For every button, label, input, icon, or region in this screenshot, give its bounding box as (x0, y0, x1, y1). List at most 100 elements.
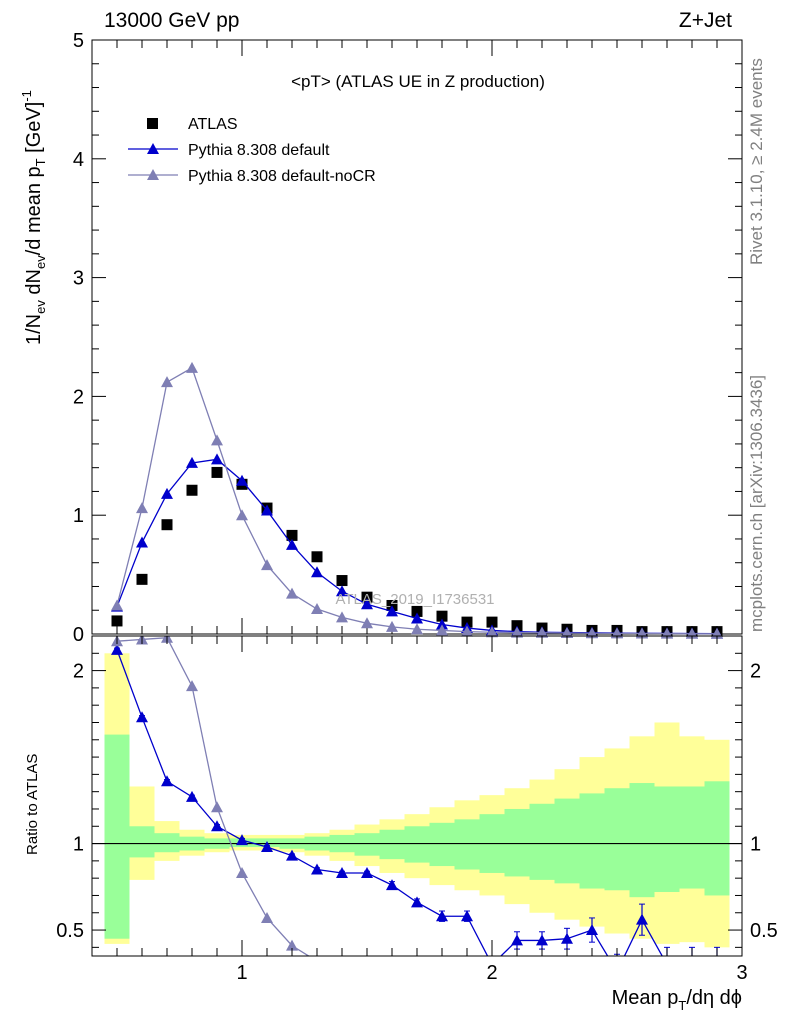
x-tick-label: 3 (736, 962, 747, 984)
legend: ATLAS Pythia 8.308 default Pythia 8.308 … (128, 116, 376, 185)
ratio-point-0 (261, 841, 273, 853)
series-point-1 (286, 538, 298, 550)
y-axis-label-ratio: Ratio to ATLAS (24, 754, 41, 855)
legend-label-atlas: ATLAS (188, 116, 238, 133)
y-axis-label-main: 1/Nev dNev/d mean pT [GeV]-1 (19, 90, 48, 345)
process-label: Z+Jet (679, 9, 732, 32)
series-point-2 (386, 620, 398, 632)
energy-label: 13000 GeV pp (104, 9, 239, 32)
series-point-1 (336, 585, 348, 597)
band-green (354, 833, 380, 856)
band-green (629, 783, 655, 898)
ratio-point-0 (461, 910, 473, 922)
ratio-point-0 (611, 966, 623, 977)
ratio-point-0 (661, 959, 673, 970)
ratio-point-0 (536, 934, 548, 946)
series-point-1 (386, 605, 398, 617)
ratio-point-0 (361, 866, 373, 878)
ratio-y-tick-label-right: 0.5 (750, 920, 778, 942)
rivet-label: Rivet 3.1.10, ≥ 2.4M events (747, 58, 766, 265)
series-point-1 (436, 618, 448, 630)
atlas-point (336, 575, 348, 587)
ratio-point-0 (511, 934, 523, 946)
ratio-point-1 (211, 801, 223, 813)
y-tick-label: 1 (73, 505, 84, 527)
atlas-point (486, 616, 498, 628)
legend-label-nocr: Pythia 8.308 default-noCR (188, 168, 376, 185)
ratio-point-1 (236, 866, 248, 878)
series-point-2 (536, 626, 548, 638)
ratio-point-0 (111, 643, 123, 655)
ratio-series (111, 636, 723, 977)
band-green (579, 793, 605, 889)
ratio-point-0 (211, 820, 223, 832)
ratio-point-0 (236, 834, 248, 846)
ratio-point-1 (186, 680, 198, 692)
ratio-point-0 (311, 863, 323, 875)
ratio-point-0 (636, 913, 648, 925)
analysis-id: ATLAS_2019_I1736531 (335, 591, 494, 608)
series-point-2 (236, 509, 248, 521)
legend-label-default: Pythia 8.308 default (188, 142, 330, 159)
ratio-y-tick-label-right: 1 (750, 834, 761, 856)
plot-title: <pT> (ATLAS UE in Z production) (291, 72, 545, 91)
ratio-point-1 (286, 939, 298, 951)
atlas-point (211, 466, 223, 478)
legend-marker-default (147, 143, 159, 154)
series-point-2 (111, 599, 123, 611)
band-green (679, 786, 705, 889)
series-point-1 (186, 456, 198, 468)
atlas-point (186, 484, 198, 496)
series-point-2 (411, 623, 423, 635)
ratio-point-0 (686, 959, 698, 970)
band-green (454, 819, 480, 870)
ratio-panel: 0.5 0.5 1 1 2 2 1 2 3 (56, 635, 778, 984)
main-panel: 0 1 2 3 4 5 (73, 30, 743, 646)
series-point-2 (561, 627, 573, 639)
y-tick-label: 5 (73, 30, 84, 52)
band-green (704, 781, 730, 896)
ratio-point-0 (186, 790, 198, 802)
ratio-point-0 (411, 896, 423, 908)
y-tick-label: 2 (73, 386, 84, 408)
series-point-2 (161, 376, 173, 388)
ratio-y-tick-label: 0.5 (56, 920, 84, 942)
ratio-point-0 (336, 866, 348, 878)
band-green (104, 734, 130, 939)
atlas-point (436, 610, 448, 622)
x-tick-label: 2 (486, 962, 497, 984)
atlas-point (311, 551, 323, 563)
atlas-point (411, 605, 423, 617)
ratio-point-1 (316, 955, 318, 956)
series-point-2 (511, 626, 523, 638)
ratio-point-0 (586, 924, 598, 936)
mcplots-label: mcplots.cern.ch [arXiv:1306.3436] (747, 375, 766, 632)
series-point-2 (261, 559, 273, 571)
series-point-1 (236, 474, 248, 486)
series-point-2 (336, 611, 348, 623)
band-green (429, 822, 455, 867)
band-green (654, 786, 680, 892)
series-point-2 (361, 617, 373, 629)
band-green (154, 833, 180, 853)
y-tick-label: 0 (73, 624, 84, 646)
ratio-y-tick-label: 1 (73, 834, 84, 856)
series-point-2 (136, 502, 148, 514)
atlas-point (136, 573, 148, 585)
series-point-1 (261, 504, 273, 516)
ratio-y-tick-label-right: 2 (750, 661, 761, 683)
ratio-point-0 (161, 775, 173, 787)
series-point-1 (136, 536, 148, 548)
series-point-2 (461, 625, 473, 637)
atlas-point (161, 519, 173, 531)
series-point-2 (286, 587, 298, 599)
ratio-point-0 (711, 959, 723, 970)
x-axis-label: Mean pT/dη dϕ (612, 987, 742, 1013)
atlas-point (361, 591, 373, 603)
ratio-point-0 (286, 849, 298, 861)
ratio-point-0 (436, 910, 448, 922)
ratio-point-1 (336, 959, 348, 970)
band-green (379, 829, 405, 860)
ratio-point-0 (561, 932, 573, 944)
band-green (529, 803, 555, 880)
